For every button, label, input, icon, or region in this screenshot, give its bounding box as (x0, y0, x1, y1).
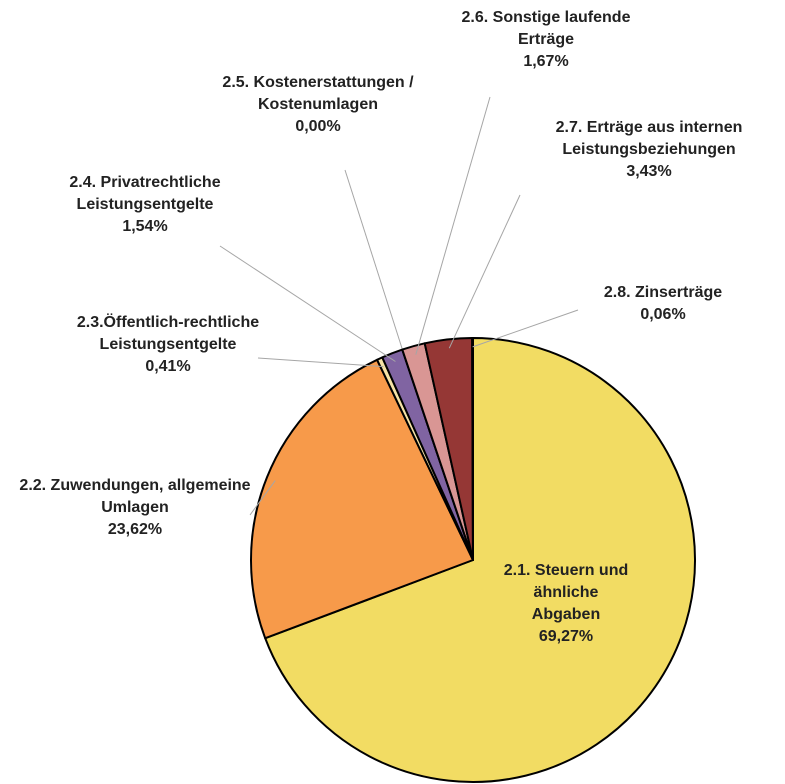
category-name: 2.6. Sonstige laufende Erträge (461, 9, 631, 48)
slice-label: 2.8. Zinserträge 0,06% (583, 282, 743, 326)
pie-slice (471, 337, 474, 561)
category-name: 2.5. Kostenerstattungen / Kostenumlagen (222, 74, 414, 113)
value-label: 23,62% (107, 521, 163, 538)
leader-line (472, 309, 579, 348)
leader-line (257, 357, 384, 368)
pie-slice (250, 358, 474, 640)
category-name: 2.3.Öffentlich-rechtliche Leistungsentge… (76, 314, 260, 353)
value-label: 0,41% (145, 358, 191, 375)
category-name: 2.4. Privatrechtliche Leistungsentgelte (69, 174, 221, 213)
slice-label: 2.7. Erträge aus internen Leistungsbezie… (514, 117, 784, 183)
value-label: 0,06% (640, 306, 686, 323)
slice-label: 2.6. Sonstige laufende Erträge 1,67% (436, 7, 656, 73)
value-label: 69,27% (538, 628, 594, 645)
pie-slice (264, 337, 696, 783)
value-label: 0,00% (295, 118, 341, 135)
leader-line (448, 194, 521, 349)
category-name: 2.8. Zinserträge (603, 284, 723, 301)
value-label: 3,43% (626, 163, 672, 180)
category-name: 2.2. Zuwendungen, allgemeine Umlagen (19, 477, 251, 516)
slice-label: 2.1. Steuern und ähnliche Abgaben 69,27% (501, 560, 631, 648)
leader-line (249, 480, 276, 516)
slice-label: 2.5. Kostenerstattungen / Kostenumlagen 0… (178, 72, 458, 138)
value-label: 1,54% (122, 218, 168, 235)
slice-label: 2.3.Öffentlich-rechtliche Leistungsentge… (28, 312, 308, 378)
leader-line (219, 245, 396, 362)
value-label: 1,67% (523, 53, 569, 70)
leader-line (415, 96, 491, 355)
category-name: 2.1. Steuern und ähnliche Abgaben (503, 562, 629, 623)
slice-label: 2.4. Privatrechtliche Leistungsentgelte 1… (30, 172, 260, 238)
category-name: 2.7. Erträge aus internen Leistungsbezie… (555, 119, 743, 158)
leader-line (344, 169, 406, 359)
slice-label: 2.2. Zuwendungen, allgemeine Umlagen 23,6… (15, 475, 255, 541)
